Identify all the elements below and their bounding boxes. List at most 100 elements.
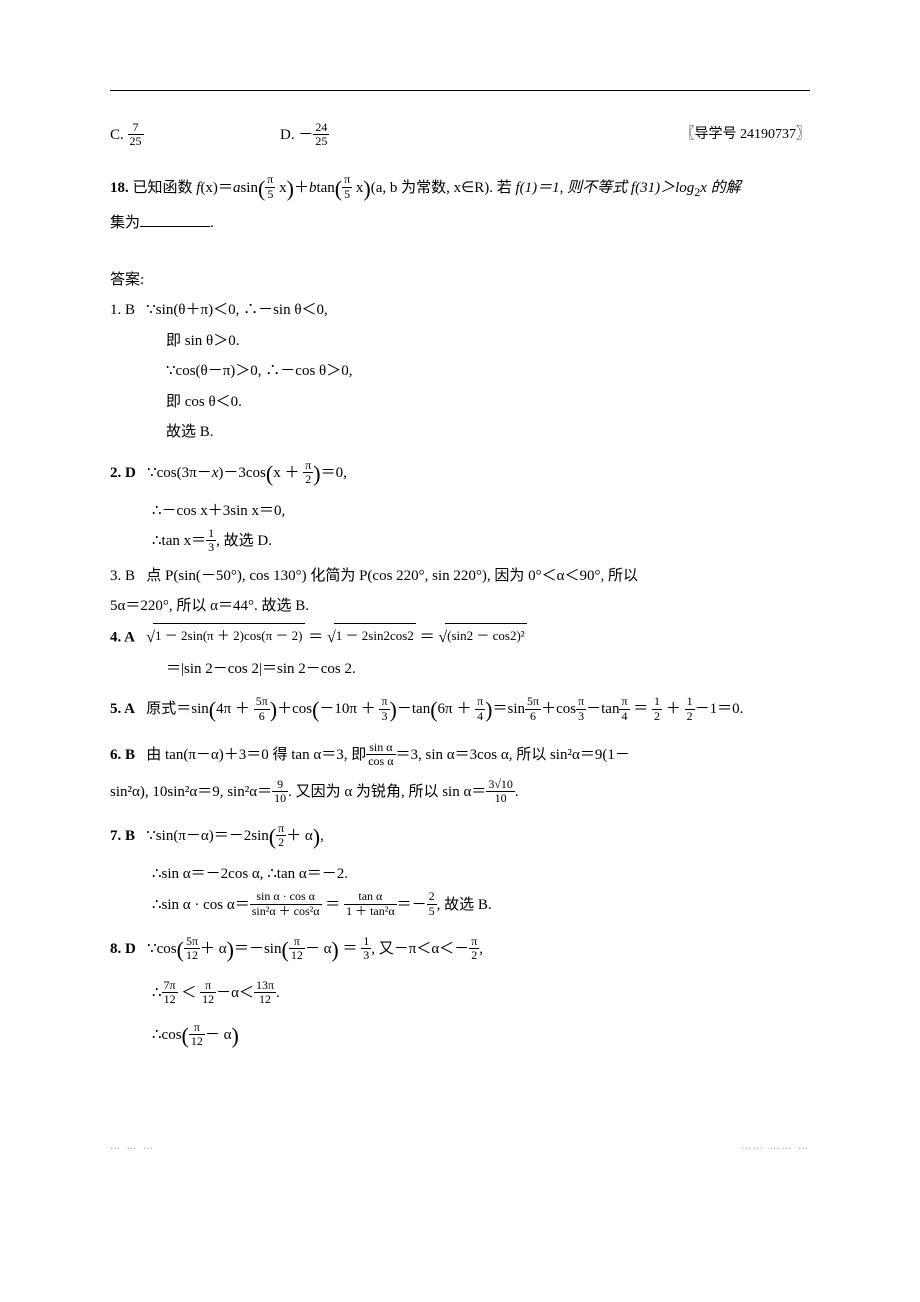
ans7-fr2: tan α1 ＋ tan²α bbox=[344, 890, 397, 917]
ans2-l1: 2. D ∵cos(3π－x)－3cos(x ＋ π2)＝0, bbox=[110, 453, 810, 495]
ans1-l3: ∵cos(θ－π)＞0, ∴－cos θ＞0, bbox=[110, 357, 810, 386]
option-d-neg: － bbox=[298, 127, 313, 143]
ans8-l3: ∴cos(π12－ α) bbox=[110, 1015, 810, 1057]
ans8-l1e: ＝ bbox=[339, 941, 362, 957]
footer-left: … … … bbox=[110, 1137, 155, 1156]
ans8-f3: 13 bbox=[361, 935, 371, 962]
ans4-l2: ＝|sin 2－cos 2|＝sin 2－cos 2. bbox=[110, 655, 810, 684]
ans5-rp2-icon: ) bbox=[390, 697, 397, 722]
ans8-head: 8. D bbox=[110, 941, 136, 957]
ans5-m1: ＋cos bbox=[277, 701, 312, 717]
ans6-l1b: ＝3, sin α＝3cos α, 所以 sin²α＝9(1－ bbox=[396, 747, 630, 763]
ans5-f8: 12 bbox=[685, 695, 695, 722]
ans6-l2c: . bbox=[515, 784, 519, 800]
ans5-f3: π4 bbox=[475, 695, 485, 722]
ans5-t2: －10π ＋ bbox=[319, 701, 379, 717]
ans7-eq2: ＝－ bbox=[397, 897, 427, 913]
q18-open-x: (x) bbox=[200, 180, 218, 196]
ans8-l1c: ＝－sin bbox=[234, 941, 282, 957]
ans3-l1t: 点 P(sin(－50°), cos 130°) 化简为 P(cos 220°,… bbox=[146, 568, 638, 584]
ans8-l1d: － α bbox=[305, 941, 332, 957]
ans8-l2c: －α＜ bbox=[216, 985, 254, 1001]
q18-plus: ＋ bbox=[294, 180, 309, 196]
footer-dots: … … … …… …… … bbox=[110, 1137, 810, 1156]
ans4-sqrt3: (sin2 － cos2)² bbox=[438, 623, 526, 653]
ans7-l1b: ＋ α bbox=[286, 828, 313, 844]
ans6-head: 6. B bbox=[110, 747, 135, 763]
option-c-fraction: 7 25 bbox=[128, 121, 144, 148]
rparen2-icon: ) bbox=[363, 176, 370, 201]
question-18: 18. 已知函数 f(x)＝asin(π5 x)＋btan(π5 x)(a, b… bbox=[110, 168, 810, 238]
ans8-l1a: ∵cos bbox=[147, 941, 177, 957]
ans5-pre: 原式＝sin bbox=[146, 701, 209, 717]
footer-right: …… …… … bbox=[741, 1137, 810, 1156]
option-d: D. － 24 25 bbox=[280, 121, 681, 150]
options-row: C. 7 25 D. － 24 25 〖导学号 24190737〗 bbox=[110, 121, 810, 150]
ans2-l1a: ∵cos(3π－ bbox=[147, 465, 212, 481]
ans8-l2b: ＜ bbox=[178, 985, 201, 1001]
ans5-rp3-icon: ) bbox=[485, 697, 492, 722]
ans2-rp-icon: ) bbox=[313, 461, 320, 486]
ans7-l3: ∴sin α · cos α＝sin α · cos αsin²α ＋ cos²… bbox=[110, 891, 810, 920]
q18-pi5-frac: π5 bbox=[265, 173, 275, 200]
ans1-l1a: ∵sin(θ＋π)＜0, ∴－sin θ＜0, bbox=[146, 302, 328, 318]
ans2-head: 2. D bbox=[110, 465, 136, 481]
ans8-l1b: ＋ α bbox=[200, 941, 227, 957]
ans7-l1: 7. B ∵sin(π－α)＝－2sin(π2＋ α), bbox=[110, 816, 810, 858]
ans8-f5: 7π12 bbox=[162, 979, 178, 1006]
ans2-l3b: , 故选 D. bbox=[216, 533, 272, 549]
ans7-l1c: , bbox=[320, 828, 324, 844]
guide-number: 〖导学号 24190737〗 bbox=[681, 122, 811, 149]
ans5-lp1-icon: ( bbox=[209, 697, 216, 722]
ans8-f2: π12 bbox=[289, 935, 305, 962]
ans4-sqrt1: 1 － 2sin(π ＋ 2)cos(π － 2) bbox=[146, 623, 304, 653]
ans2-l1c: )－3cos bbox=[218, 465, 266, 481]
q18-period: . bbox=[210, 215, 214, 231]
ans8-f1: 5π12 bbox=[184, 935, 200, 962]
ans8-rp3-icon: ) bbox=[231, 1023, 238, 1048]
ans8-lp3-icon: ( bbox=[182, 1023, 189, 1048]
ans8-l3a: ∴cos bbox=[152, 1027, 182, 1043]
option-c: C. 7 25 bbox=[110, 121, 280, 150]
ans7-fr3: 25 bbox=[427, 890, 437, 917]
ans6-l2: sin²α), 10sin²α＝9, sin²α＝910. 又因为 α 为锐角,… bbox=[110, 778, 810, 807]
lparen-icon: ( bbox=[258, 176, 265, 201]
ans6-l2a: sin²α), 10sin²α＝9, sin²α＝ bbox=[110, 784, 272, 800]
ans2-frac: π2 bbox=[303, 459, 313, 486]
ans1-l4: 即 cos θ＜0. bbox=[110, 388, 810, 417]
ans8-l1g: , bbox=[479, 941, 483, 957]
q18-number: 18. bbox=[110, 180, 129, 196]
top-rule bbox=[110, 90, 810, 91]
ans5-lp3-icon: ( bbox=[430, 697, 437, 722]
q18-x1: x bbox=[279, 180, 287, 196]
ans6-l2b: . 又因为 α 为锐角, 所以 sin α＝ bbox=[288, 784, 486, 800]
ans5-m7: ＋ bbox=[662, 701, 685, 717]
ans4-sqrt2: 1 － 2sin2cos2 bbox=[327, 623, 416, 653]
q18-text-1: 已知函数 bbox=[133, 180, 197, 196]
ans5-f2: π3 bbox=[379, 695, 389, 722]
ans5-rp1-icon: ) bbox=[270, 697, 277, 722]
ans8-lp1-icon: ( bbox=[177, 937, 184, 962]
q18-f31: f(31)＞log bbox=[631, 180, 694, 196]
ans2-l1d: x ＋ bbox=[273, 465, 303, 481]
ans7-l2: ∴sin α＝－2cos α, ∴tan α＝－2. bbox=[110, 860, 810, 889]
ans7-tail: , 故选 B. bbox=[437, 897, 492, 913]
ans5-f6: π4 bbox=[619, 695, 629, 722]
ans2-l3-frac: 13 bbox=[206, 527, 216, 554]
q18-tailx: x 的解 bbox=[700, 180, 740, 196]
ans8-f4: π2 bbox=[469, 935, 479, 962]
ans3-l2: 5α＝220°, 所以 α＝44°. 故选 B. bbox=[110, 592, 810, 621]
answers-section: 答案: 1. B ∵sin(θ＋π)＜0, ∴－sin θ＜0, 即 sin θ… bbox=[110, 266, 810, 1057]
ans5-tail: －1＝0. bbox=[695, 701, 744, 717]
ans5-head: 5. A bbox=[110, 701, 135, 717]
rparen-icon: ) bbox=[287, 176, 294, 201]
ans5-f7: 12 bbox=[652, 695, 662, 722]
ans1-l5: 故选 B. bbox=[110, 418, 810, 447]
q18-abconst: (a, b 为常数, x∈R). 若 bbox=[371, 180, 516, 196]
ans2-l3: ∴tan x＝13, 故选 D. bbox=[110, 527, 810, 556]
ans8-lp2-icon: ( bbox=[281, 937, 288, 962]
ans8-f7: 13π12 bbox=[254, 979, 276, 1006]
lparen2-icon: ( bbox=[335, 176, 342, 201]
ans3-head: 3. B bbox=[110, 568, 135, 584]
q18-tan: tan bbox=[316, 180, 334, 196]
